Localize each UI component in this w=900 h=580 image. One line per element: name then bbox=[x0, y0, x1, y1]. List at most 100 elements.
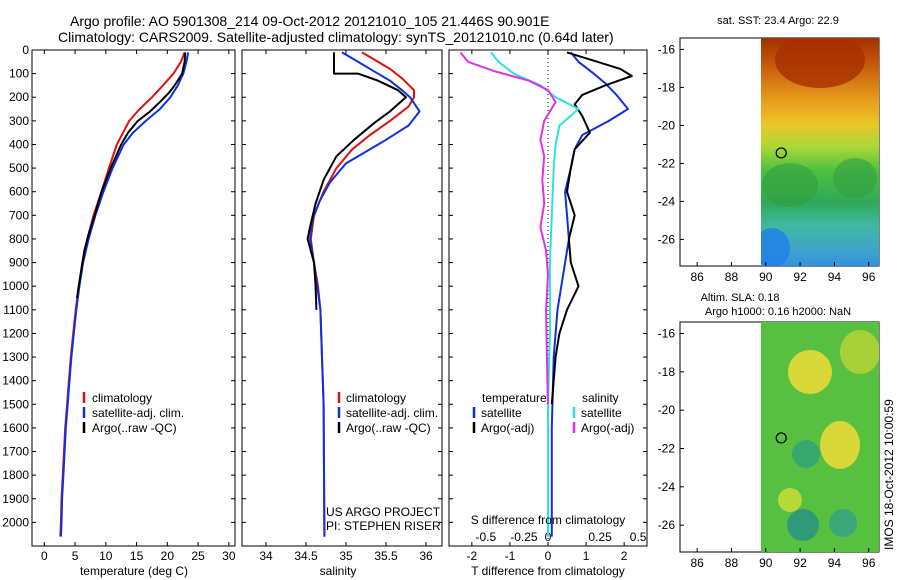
s-tick-label: 0.5 bbox=[630, 530, 647, 544]
difference-xlabel: T difference from climatology bbox=[471, 564, 625, 578]
y-tick-label: 1800 bbox=[2, 468, 29, 482]
legend-label-satellite: satellite-adj. clim. bbox=[92, 406, 184, 420]
legend-label-argo: Argo(..raw -QC) bbox=[92, 421, 177, 435]
chart-title-line2: Climatology: CARS2009. Satellite-adjuste… bbox=[58, 29, 614, 45]
argo-position-marker bbox=[775, 147, 787, 159]
map-y-tick-label: -18 bbox=[658, 80, 676, 94]
sla-high-patch bbox=[788, 350, 832, 394]
y-tick-label: 1300 bbox=[2, 350, 29, 364]
y-tick-label: 1600 bbox=[2, 421, 29, 435]
y-tick-label: 1000 bbox=[2, 279, 29, 293]
y-tick-label: 1700 bbox=[2, 445, 29, 459]
timestamp-footer: IMOS 18-Oct-2012 10:00:59 bbox=[882, 399, 896, 550]
series-line-salinity-satellite bbox=[490, 51, 580, 537]
x-tick-label: 34.5 bbox=[294, 549, 318, 563]
y-tick-label: 100 bbox=[9, 67, 29, 81]
x-tick-label: 35.5 bbox=[374, 549, 398, 563]
map-y-tick-label: -20 bbox=[658, 118, 676, 132]
x-tick-label: 34 bbox=[259, 549, 273, 563]
map-y-tick-label: -18 bbox=[658, 365, 676, 379]
y-tick-label: 1100 bbox=[3, 303, 29, 317]
x-tick-label: 25 bbox=[191, 549, 205, 563]
map-x-tick-label: 90 bbox=[759, 270, 773, 284]
argo-position-marker bbox=[775, 432, 787, 444]
y-tick-label: 800 bbox=[9, 232, 29, 246]
legend-label-s-satellite: satellite bbox=[581, 406, 622, 420]
difference-legend: temperature salinity satellite Argo(-adj… bbox=[472, 391, 634, 435]
x-tick-label: -2 bbox=[467, 549, 478, 563]
s-tick-label: 0.25 bbox=[588, 530, 612, 544]
sst-map-title: sat. SST: 23.4 Argo: 22.9 bbox=[717, 15, 839, 27]
s-tick-label: -0.25 bbox=[510, 530, 538, 544]
sla-high-patch bbox=[820, 421, 860, 469]
y-tick-label: 300 bbox=[9, 114, 29, 128]
map-x-tick-label: 90 bbox=[759, 556, 773, 570]
y-tick-label: 700 bbox=[9, 208, 29, 222]
legend-label-s-argo: Argo(-adj) bbox=[581, 421, 634, 435]
sst-map: sat. SST: 23.4 Argo: 22.9 86 88 90 92 94 96 -1… bbox=[658, 15, 880, 284]
map-y-tick-label: -24 bbox=[658, 194, 676, 208]
map-y-tick-label: -22 bbox=[658, 442, 676, 456]
x-tick-label: 1 bbox=[583, 549, 590, 563]
legend-label-climatology: climatology bbox=[346, 391, 406, 405]
temperature-legend: climatology satellite-adj. clim. Argo(..… bbox=[82, 391, 184, 435]
sla-map-ticks: 86 88 90 92 94 96 -16 -18 -20 -22 -24 -26 bbox=[658, 327, 876, 571]
x-tick-label: 35 bbox=[339, 549, 353, 563]
x-tick-label: 30 bbox=[222, 549, 236, 563]
x-tick-label: 36 bbox=[419, 549, 433, 563]
y-tick-label: 1900 bbox=[2, 492, 29, 506]
y-tick-label: 600 bbox=[9, 185, 29, 199]
series-line-argo-raw-qc bbox=[75, 52, 187, 299]
series-line-temperature-satellite bbox=[550, 51, 629, 537]
legend-title-temperature: temperature bbox=[482, 391, 547, 405]
map-x-tick-label: 92 bbox=[793, 270, 807, 284]
series-line-satellite-adj-clim bbox=[309, 51, 421, 537]
y-tick-label: 0 bbox=[22, 43, 29, 57]
sla-high-patch bbox=[778, 488, 802, 512]
map-x-tick-label: 88 bbox=[725, 556, 739, 570]
sla-low-patch bbox=[792, 440, 820, 468]
s-tick-label: 0 bbox=[545, 530, 552, 544]
series-line-salinity-argo-adj bbox=[459, 51, 557, 405]
legend-label-argo: Argo(..raw -QC) bbox=[346, 421, 431, 435]
sst-green-patch bbox=[833, 158, 877, 198]
x-tick-label: -1 bbox=[505, 549, 516, 563]
sst-cool-patch bbox=[761, 228, 790, 266]
difference-xlabel-top: S difference from climatology bbox=[471, 513, 626, 527]
sla-high-patch bbox=[840, 330, 879, 374]
legend-label-climatology: climatology bbox=[92, 391, 152, 405]
y-tick-label: 200 bbox=[9, 90, 29, 104]
y-tick-label: 900 bbox=[9, 256, 29, 270]
plot-frame bbox=[31, 49, 236, 547]
y-tick-label: 1400 bbox=[2, 374, 29, 388]
sst-map-ticks: 86 88 90 92 94 96 -16 -18 -20 -22 -24 -26 bbox=[658, 42, 876, 284]
map-x-tick-label: 88 bbox=[725, 270, 739, 284]
sst-green-patch bbox=[762, 163, 818, 207]
series-line-temperature-argo-adj bbox=[550, 51, 633, 405]
salinity-panel: 34 34.5 35 35.5 36 bbox=[241, 49, 443, 563]
y-tick-label: 500 bbox=[9, 161, 29, 175]
sla-map-title-2: Argo h1000: 0.16 h2000: NaN bbox=[705, 306, 851, 318]
series-line-climatology bbox=[309, 51, 415, 537]
map-y-tick-label: -26 bbox=[658, 232, 676, 246]
sst-warm-patch bbox=[775, 38, 865, 88]
y-tick-label: 2000 bbox=[2, 515, 29, 529]
y-tick-label: 1500 bbox=[2, 397, 29, 411]
x-tick-label: 0 bbox=[41, 549, 48, 563]
sla-map: Altim. SLA: 0.18 Argo h1000: 0.16 h2000:… bbox=[658, 292, 880, 570]
plot-frame bbox=[241, 49, 443, 547]
map-y-tick-label: -22 bbox=[658, 156, 676, 170]
map-y-tick-label: -16 bbox=[658, 327, 676, 341]
sla-low-patch bbox=[787, 509, 819, 541]
map-y-tick-label: -20 bbox=[658, 403, 676, 417]
series-line-argo-raw-qc bbox=[306, 52, 407, 310]
map-x-tick-label: 86 bbox=[690, 556, 704, 570]
pi-annotation: PI: STEPHEN RISER bbox=[326, 519, 441, 533]
x-tick-label: 10 bbox=[99, 549, 113, 563]
x-tick-label: 0 bbox=[545, 549, 552, 563]
map-y-tick-label: -24 bbox=[658, 480, 676, 494]
map-x-tick-label: 96 bbox=[862, 270, 876, 284]
x-tick-label: 2 bbox=[621, 549, 628, 563]
chart-title-line1: Argo profile: AO 5901308_214 09-Oct-2012… bbox=[70, 13, 550, 29]
legend-label-t-argo: Argo(-adj) bbox=[481, 421, 534, 435]
